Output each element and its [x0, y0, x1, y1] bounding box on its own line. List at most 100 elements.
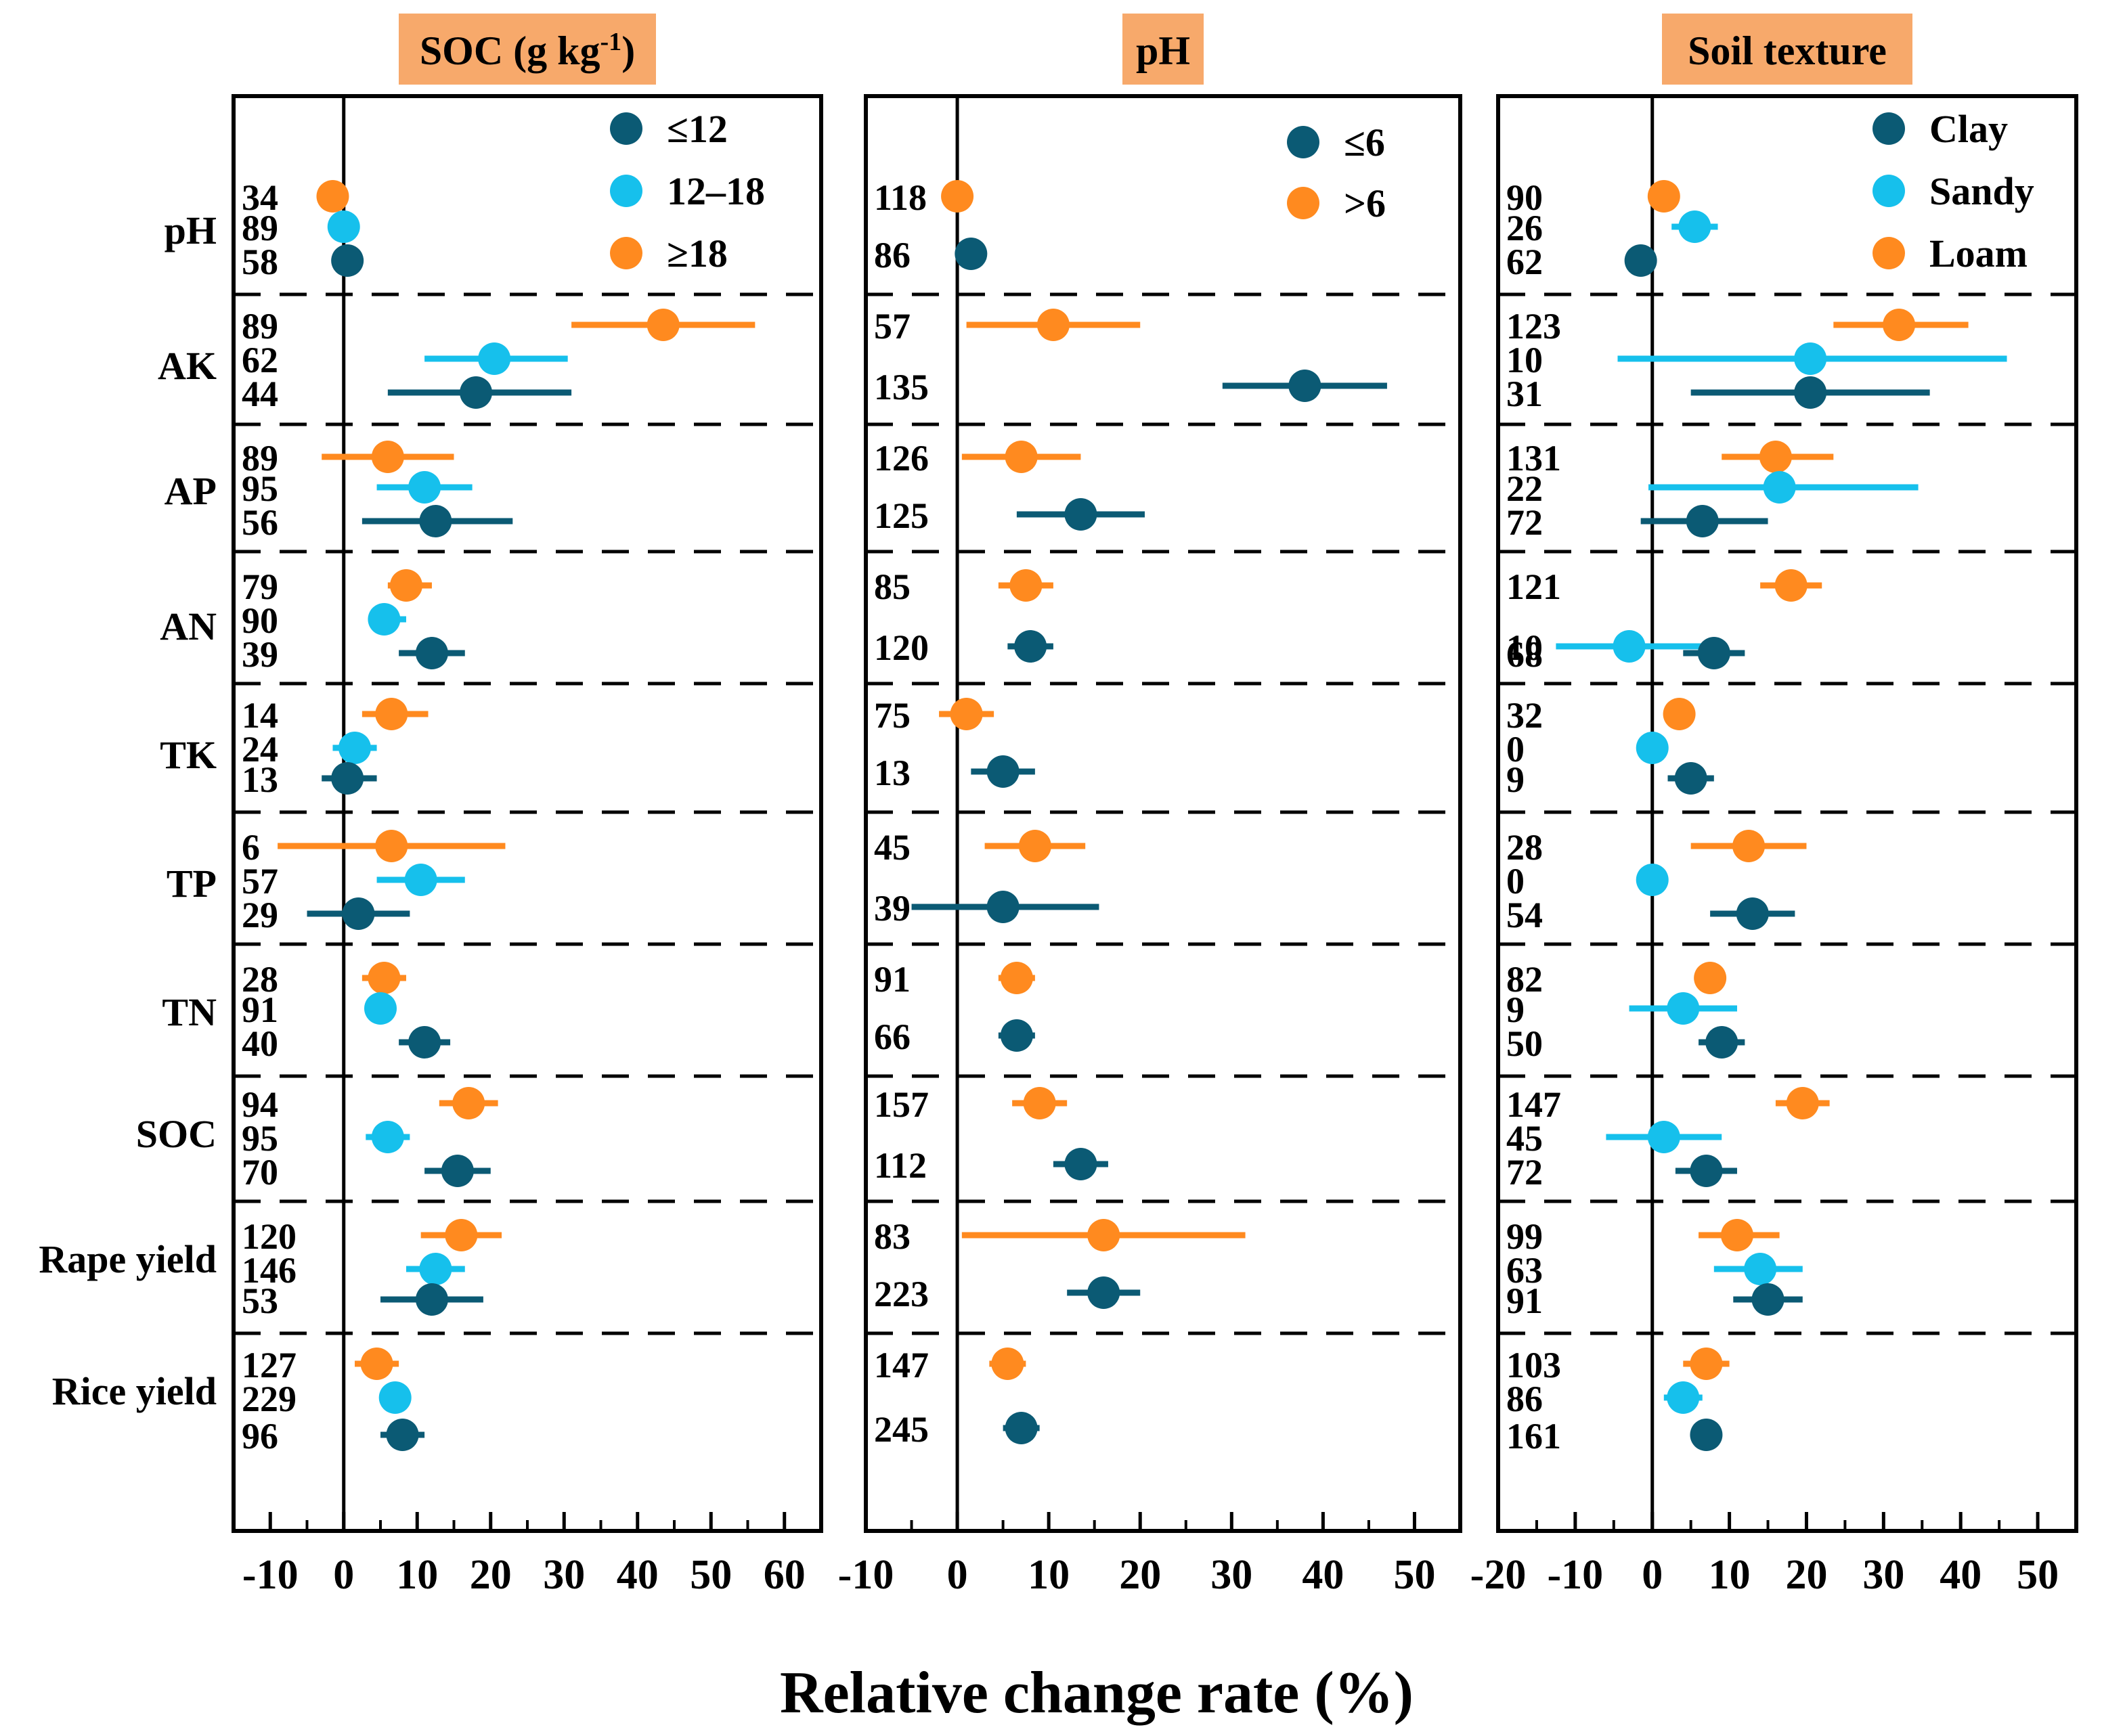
sample-size-label: 95: [242, 468, 278, 509]
sample-size-label: 157: [874, 1084, 929, 1125]
sample-size-label: 83: [874, 1216, 911, 1257]
legend-marker: [610, 237, 642, 269]
legend-label: 12–18: [667, 169, 765, 213]
sample-size-label: 131: [1506, 438, 1561, 478]
mean-point: [1663, 698, 1696, 730]
mean-point: [1636, 864, 1669, 896]
sample-size-label: 57: [242, 861, 278, 902]
mean-point: [460, 376, 493, 409]
mean-point: [419, 1253, 452, 1285]
x-tick-label: 30: [543, 1552, 585, 1598]
x-tick-label: 20: [470, 1552, 512, 1598]
sample-size-label: 135: [874, 367, 929, 407]
legend-marker: [610, 112, 642, 145]
sample-size-label: 147: [874, 1345, 929, 1385]
mean-point: [331, 762, 364, 795]
panel-1: SOC (g kg-1) -10 0 10 20 30 40 50 60 ≤12 12–18 ≥18 3…: [232, 14, 823, 1598]
sample-size-label: 125: [874, 495, 929, 536]
x-tick-label: 60: [764, 1552, 806, 1598]
sample-size-label: 86: [874, 235, 911, 275]
mean-point: [1786, 1087, 1819, 1119]
mean-point: [1087, 1219, 1120, 1251]
category-label: Rape yield: [39, 1237, 217, 1281]
sample-size-label: 126: [874, 438, 929, 478]
legend-label: ≤6: [1344, 120, 1385, 164]
sample-size-label: 10: [1506, 627, 1543, 668]
mean-point: [375, 698, 408, 730]
mean-point: [1697, 637, 1730, 669]
mean-point: [1705, 1026, 1738, 1059]
sample-size-label: 68: [1506, 634, 1543, 675]
x-tick-label: 30: [1862, 1552, 1904, 1598]
sample-size-label: 0: [1506, 729, 1525, 770]
x-tick-label: -10: [1548, 1552, 1604, 1598]
sample-size-label: 120: [242, 1216, 297, 1257]
sample-size-label: 40: [242, 1023, 278, 1064]
mean-point: [1694, 962, 1727, 994]
mean-point: [316, 180, 349, 213]
mean-point: [1690, 1419, 1723, 1451]
legend-label: Sandy: [1929, 169, 2034, 213]
mean-point: [1667, 992, 1700, 1025]
x-tick-label: 10: [396, 1552, 438, 1598]
sample-size-label: 58: [242, 242, 278, 282]
x-tick-label: 20: [1785, 1552, 1827, 1598]
sample-size-label: 91: [874, 959, 911, 1000]
x-tick-label: 30: [1210, 1552, 1252, 1598]
category-label: AN: [160, 604, 217, 648]
legend-marker: [1873, 237, 1905, 269]
sample-size-label: 121: [1506, 566, 1561, 607]
sample-size-label: 9: [1506, 759, 1525, 800]
sample-size-label: 44: [242, 374, 278, 414]
mean-point: [1751, 1283, 1784, 1316]
sample-size-label: 86: [1506, 1379, 1543, 1419]
sample-size-label: 91: [1506, 1281, 1543, 1321]
sample-size-label: 13: [874, 753, 911, 793]
sample-size-label: 120: [874, 627, 929, 668]
sample-size-label: 82: [1506, 959, 1543, 1000]
sample-size-label: 6: [242, 827, 260, 868]
category-label: TP: [167, 862, 217, 906]
category-label: AP: [165, 469, 217, 513]
sample-size-label: 147: [1506, 1084, 1561, 1125]
panel-3: Soil texture -20 -10 0 10 20 30 40 50 Clay Sandy Lo…: [1470, 14, 2078, 1598]
sample-size-label: 56: [242, 502, 278, 543]
sample-size-label: 45: [1506, 1118, 1543, 1159]
mean-point: [1636, 732, 1669, 764]
x-tick-label: 10: [1028, 1552, 1070, 1598]
x-tick-label: 50: [2017, 1552, 2059, 1598]
legend-marker: [1287, 187, 1319, 219]
sample-size-label: 229: [242, 1379, 297, 1419]
x-tick-label: 40: [617, 1552, 659, 1598]
mean-point: [327, 210, 360, 243]
sample-size-label: 66: [874, 1017, 911, 1057]
legend-marker: [1873, 112, 1905, 145]
sample-size-label: 34: [242, 177, 278, 218]
sample-size-label: 39: [242, 634, 278, 675]
sample-size-label: 70: [242, 1152, 278, 1193]
mean-point: [1613, 630, 1646, 663]
panel-title: Soil texture: [1688, 28, 1887, 73]
mean-point: [1000, 1019, 1033, 1052]
mean-point: [338, 732, 372, 764]
sample-size-label: 28: [1506, 827, 1543, 868]
mean-point: [1667, 1381, 1700, 1414]
mean-point: [950, 698, 983, 730]
mean-point: [1000, 962, 1033, 994]
mean-point: [1690, 1348, 1723, 1380]
sample-size-label: 24: [242, 729, 278, 770]
mean-point: [1678, 210, 1711, 243]
mean-point: [1794, 376, 1827, 409]
sample-size-label: 94: [242, 1084, 278, 1125]
sample-size-label: 118: [874, 177, 927, 218]
legend-marker: [610, 175, 642, 207]
sample-size-label: 53: [242, 1281, 278, 1321]
mean-point: [419, 505, 452, 537]
sample-size-label: 62: [1506, 242, 1543, 282]
x-tick-label: -10: [242, 1552, 299, 1598]
mean-point: [1288, 370, 1321, 402]
sample-size-label: 245: [874, 1409, 929, 1450]
mean-point: [1036, 309, 1070, 341]
category-label: TK: [160, 733, 217, 777]
